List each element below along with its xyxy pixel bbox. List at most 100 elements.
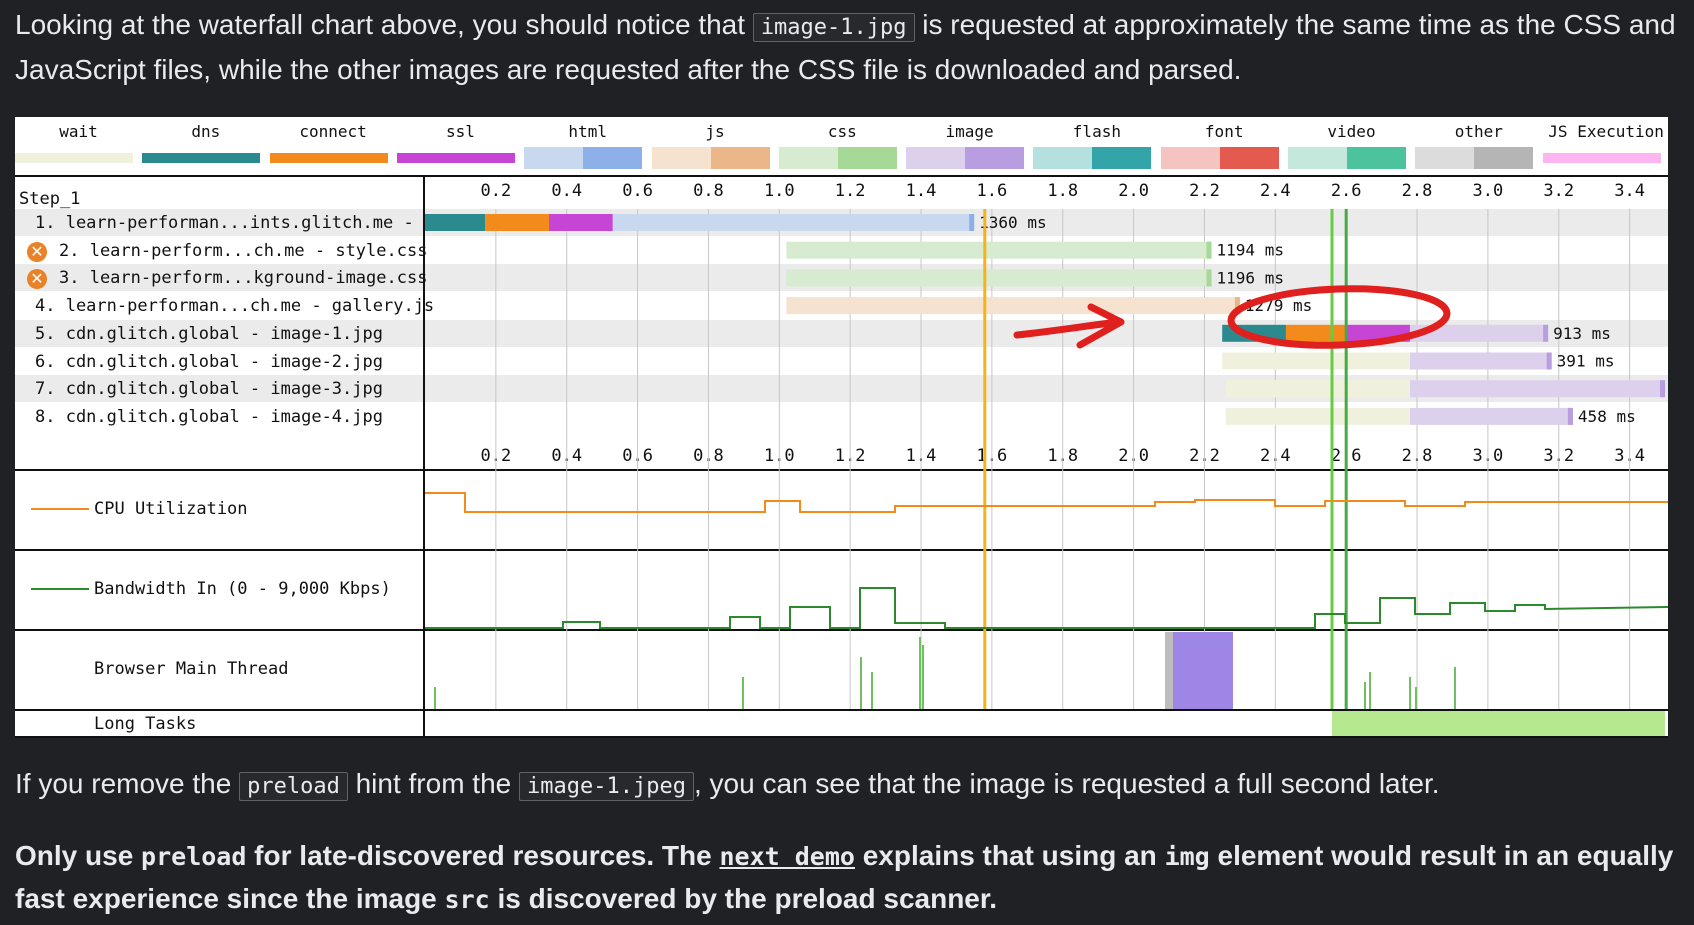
outro-code-preload: preload (239, 772, 348, 801)
bar-connect (1285, 324, 1347, 342)
legend-swatch (15, 153, 133, 163)
request-label: 6. cdn.glitch.global - image-2.jpg (35, 351, 383, 372)
legend-js: js (651, 117, 779, 172)
legend-connect: connect (269, 117, 397, 172)
duration-label: 1279 ms (1245, 296, 1312, 315)
intro-text-2: is requested at approximately the same t… (15, 9, 1676, 85)
legend-divider (15, 175, 1668, 177)
request-row[interactable]: 6. cdn.glitch.global - image-2.jpg (15, 348, 1668, 375)
request-label: 2. learn-perform...ch.me - style.css (59, 240, 428, 261)
note-text-4: element would result in an equally fast … (15, 840, 1674, 914)
duration-label: 1196 ms (1217, 268, 1284, 287)
legend-swatch (906, 147, 1025, 169)
note-text-1: Only use (15, 840, 142, 871)
waterfall-graph: 1360 ms 1194 ms 1196 ms 1279 ms 913 ms 391 ms… (425, 209, 1668, 736)
legend-label: video (1327, 122, 1376, 141)
outro-text-3: , you can see that the image is requeste… (693, 768, 1440, 799)
outro-code-image: image-1.jpeg (519, 772, 694, 801)
legend-flash: flash (1033, 117, 1160, 172)
request-row[interactable]: ✕ 2. learn-perform...ch.me - style.css (15, 237, 1668, 264)
note-text-3: explains that using an (854, 840, 1165, 871)
tick-label: 2.0 (1118, 181, 1149, 201)
legend-label: other (1454, 122, 1503, 141)
outro-text-2: hint from the (347, 768, 520, 799)
legend-swatch (1542, 153, 1661, 163)
step-label: Step_1 (19, 189, 81, 209)
long-task-bar (1332, 711, 1666, 736)
bar-html-end (969, 214, 975, 231)
bar-image (1409, 380, 1666, 398)
legend-ssl: ssl (396, 117, 524, 172)
duration-label: 458 ms (1578, 407, 1636, 426)
label-column-divider (423, 175, 425, 738)
tick-label: 1.4 (905, 181, 937, 201)
note-paragraph: Only use preload for late-discovered res… (15, 835, 1680, 921)
bar-image (1409, 352, 1552, 370)
legend-other: other (1415, 117, 1542, 172)
bar-ssl (549, 214, 613, 231)
chart-bottom-border (15, 736, 1668, 738)
bar-css (786, 241, 1212, 259)
duration-label: 1360 ms (979, 213, 1046, 232)
bar-js (786, 297, 1240, 315)
bar-ssl (1346, 324, 1410, 342)
waterfall-chart: wait dns connect ssl html js css image flash font… (15, 117, 1668, 738)
bar-wait (1225, 380, 1410, 398)
next-demo-link[interactable]: next demo (719, 842, 855, 871)
legend-label: wait (59, 122, 98, 141)
legend-label: js (705, 122, 725, 141)
bar-css-end (1206, 241, 1212, 259)
metrics-divider-3 (15, 629, 1668, 631)
legend-video: video (1288, 117, 1415, 172)
legend-label: flash (1072, 122, 1121, 141)
legend-js-execution: JS Execution (1542, 117, 1668, 172)
main-thread-block-edge (1165, 632, 1173, 709)
legend-label: JS Execution (1548, 122, 1664, 141)
duration-label: 391 ms (1557, 352, 1615, 371)
tick-label: 1.0 (763, 181, 795, 201)
cpu-trace (425, 492, 1668, 513)
tick-label: 3.0 (1472, 181, 1504, 201)
outro-text-1: If you remove the (15, 768, 240, 799)
metrics-divider-1 (15, 469, 1668, 471)
legend-swatch (1160, 147, 1279, 169)
bar-html (612, 214, 975, 231)
legend-label: connect (299, 122, 367, 141)
tick-label: 0.4 (551, 181, 583, 201)
tick-label: 2.8 (1401, 181, 1433, 201)
request-label: 3. learn-perform...kground-image.css (59, 268, 428, 289)
note-code-src: src (444, 885, 490, 914)
legend-swatch (142, 153, 261, 163)
duration-label: 1194 ms (1217, 241, 1284, 260)
bandwidth-label: Bandwidth In (0 - 9,000 Kbps) (94, 579, 391, 599)
metrics-divider-4 (15, 709, 1668, 711)
tick-label: 0.2 (480, 181, 512, 201)
tick-label: 0.6 (622, 181, 653, 201)
bar-wait (1225, 407, 1410, 425)
bar-image (1409, 324, 1549, 342)
request-label: 7. cdn.glitch.global - image-3.jpg (35, 379, 383, 400)
legend-image: image (906, 117, 1033, 172)
request-label: 5. cdn.glitch.global - image-1.jpg (35, 323, 383, 344)
tick-label: 1.6 (976, 181, 1008, 201)
legend-swatch (651, 147, 770, 169)
bar-dns (1222, 324, 1286, 342)
legend-swatch (778, 147, 897, 169)
legend-swatch (396, 153, 515, 163)
outro-paragraph: If you remove the preload hint from the … (15, 763, 1680, 808)
main-thread-block (1173, 632, 1233, 709)
bandwidth-trace (425, 587, 1668, 629)
long-tasks-label: Long Tasks (94, 714, 197, 734)
main-thread-label: Browser Main Thread (94, 659, 289, 679)
note-code-img: img (1164, 842, 1210, 871)
bar-css-end (1206, 269, 1212, 287)
legend-label: html (568, 122, 607, 141)
legend-html: html (524, 117, 651, 172)
bar-image-end (1546, 352, 1552, 370)
tick-label: 3.2 (1543, 181, 1575, 201)
legend-swatch (1033, 147, 1152, 169)
legend-css: css (778, 117, 906, 172)
request-row[interactable]: 4. learn-performan...ch.me - gallery.js (15, 292, 1668, 319)
bar-js-end (1234, 297, 1240, 315)
request-row[interactable]: 8. cdn.glitch.global - image-4.jpg (15, 403, 1668, 430)
